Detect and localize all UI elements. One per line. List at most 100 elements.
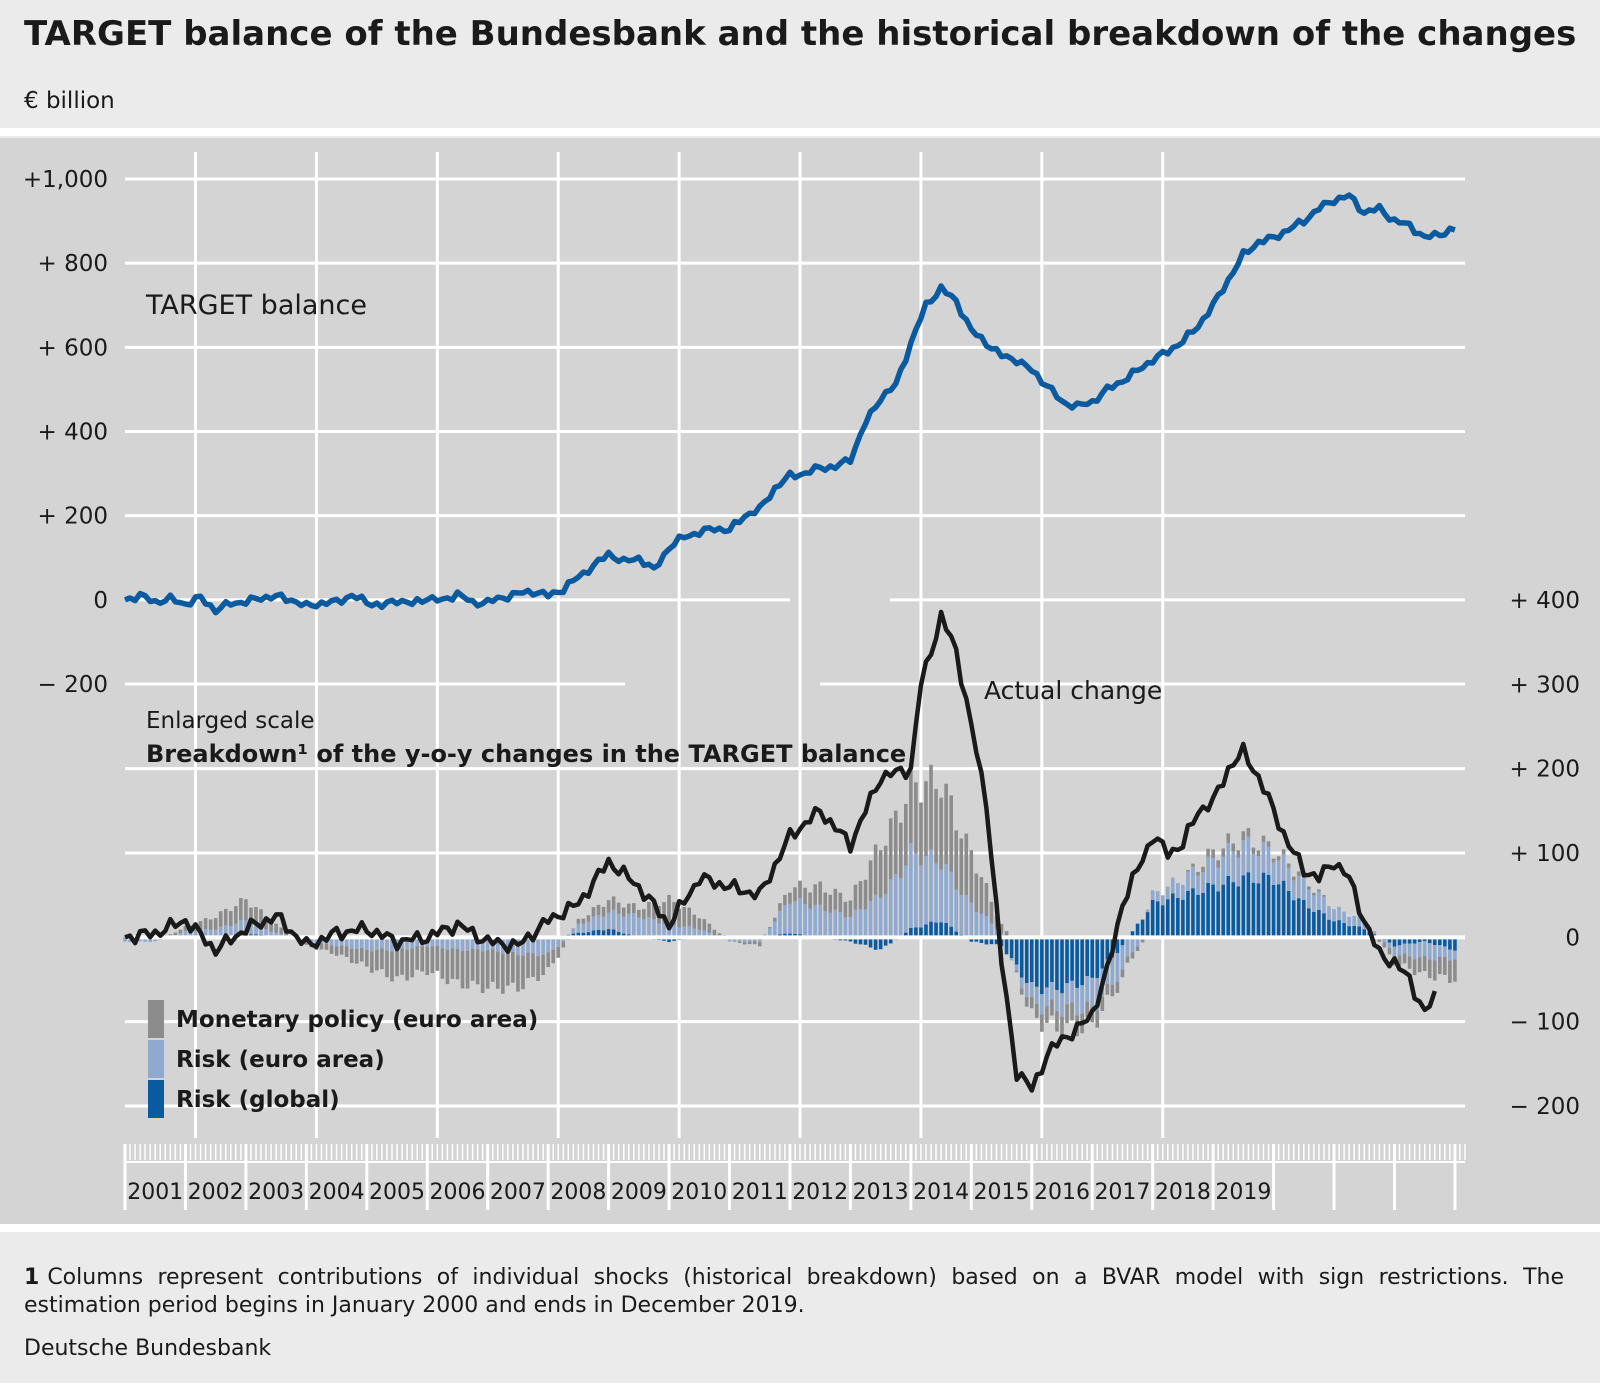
bar-risk-global (1191, 888, 1195, 938)
bar-risk-global (1276, 884, 1281, 938)
bar-monetary-policy (924, 781, 928, 857)
bar-monetary-policy (853, 884, 858, 910)
bar-risk-global (989, 937, 994, 945)
bar-risk-global (596, 929, 601, 938)
bar-risk-euro-area (929, 849, 933, 922)
bar-risk-euro-area (647, 917, 651, 938)
bar-risk-euro-area (1211, 858, 1215, 885)
bar-risk-global (929, 921, 933, 938)
bar-risk-global (909, 927, 913, 938)
bar-monetary-policy (259, 909, 263, 926)
bar-risk-euro-area (1191, 866, 1195, 889)
bar-monetary-policy (1024, 997, 1029, 1007)
bar-monetary-policy (334, 946, 339, 956)
bar-risk-global (1150, 899, 1155, 938)
bar-risk-global (1261, 872, 1266, 938)
bar-risk-euro-area (687, 926, 692, 938)
bar-risk-global (586, 932, 591, 938)
bar-monetary-policy (883, 845, 888, 895)
bar-risk-global (616, 931, 621, 938)
bar-risk-global (1347, 926, 1351, 938)
bar-risk-global (863, 937, 868, 945)
bar-risk-global (1407, 937, 1412, 944)
bar-risk-global (1342, 923, 1346, 938)
bar-risk-euro-area (1009, 957, 1014, 961)
bar-risk-euro-area (692, 928, 697, 938)
x-tick-label: 2003 (248, 1180, 304, 1205)
bar-risk-euro-area (1150, 890, 1155, 900)
bar-monetary-policy (339, 945, 344, 955)
bar-monetary-policy (395, 949, 399, 977)
bar-monetary-policy (687, 907, 692, 927)
bar-risk-euro-area (571, 929, 576, 934)
bar-monetary-policy (757, 941, 762, 947)
bar-risk-euro-area (768, 928, 772, 937)
bar-risk-euro-area (1040, 993, 1044, 1015)
bar-monetary-policy (1443, 956, 1447, 975)
bar-monetary-policy (1196, 871, 1200, 876)
bar-risk-global (1070, 937, 1074, 981)
bar-monetary-policy (1135, 946, 1140, 951)
bar-risk-euro-area (702, 930, 707, 938)
bar-monetary-policy (1226, 833, 1231, 843)
bar-monetary-policy (868, 860, 873, 902)
bar-monetary-policy (1070, 1002, 1074, 1021)
bar-risk-euro-area (223, 925, 228, 936)
bar-risk-euro-area (1160, 895, 1165, 906)
bar-monetary-policy (878, 850, 883, 898)
bar-risk-euro-area (707, 932, 712, 938)
bar-risk-euro-area (677, 927, 681, 938)
legend-label: Monetary policy (euro area) (176, 1007, 538, 1033)
bar-monetary-policy (1256, 850, 1261, 857)
bar-risk-global (1432, 937, 1437, 946)
source-label: Deutsche Bundesbank (24, 1336, 272, 1361)
bar-risk-euro-area (959, 895, 964, 935)
bar-risk-euro-area (480, 937, 485, 952)
bar-risk-euro-area (672, 925, 676, 938)
bar-monetary-policy (269, 922, 273, 932)
bar-monetary-policy (279, 927, 283, 935)
bar-monetary-policy (390, 951, 394, 982)
bar-monetary-policy (1266, 841, 1271, 847)
x-tick-label: 2011 (732, 1180, 788, 1205)
bar-monetary-policy (1100, 996, 1105, 1012)
bar-risk-global (1236, 886, 1241, 938)
bar-risk-global (1060, 937, 1064, 994)
bar-monetary-policy (1271, 858, 1276, 863)
bar-monetary-policy (833, 888, 838, 910)
bar-risk-global (1100, 937, 1105, 969)
bar-risk-euro-area (1347, 916, 1351, 927)
bar-monetary-policy (1125, 956, 1130, 963)
bar-risk-euro-area (1024, 983, 1029, 998)
bar-risk-euro-area (309, 937, 314, 943)
bar-monetary-policy (239, 898, 243, 921)
bar-risk-euro-area (838, 912, 843, 938)
bar-monetary-policy (1291, 876, 1296, 881)
bar-monetary-policy (904, 803, 908, 866)
bar-monetary-policy (919, 802, 923, 866)
bar-monetary-policy (828, 894, 833, 913)
bar-monetary-policy (898, 822, 903, 879)
bar-risk-global (1035, 937, 1039, 987)
bar-monetary-policy (1427, 959, 1432, 979)
bar-risk-euro-area (642, 919, 646, 938)
bar-monetary-policy (888, 818, 893, 880)
bar-monetary-policy (329, 945, 334, 954)
y-tick-label-left: + 400 (38, 420, 108, 446)
bar-risk-global (888, 937, 893, 944)
bar-monetary-policy (611, 896, 616, 910)
bar-risk-euro-area (1332, 909, 1336, 922)
bar-risk-euro-area (1322, 896, 1326, 914)
bar-monetary-policy (470, 948, 475, 981)
bar-risk-euro-area (380, 937, 384, 949)
bar-monetary-policy (183, 925, 188, 931)
bar-risk-euro-area (939, 869, 943, 923)
bar-risk-euro-area (989, 923, 994, 938)
bar-risk-global (1176, 898, 1180, 938)
bar-monetary-policy (234, 906, 238, 924)
bar-monetary-policy (1231, 843, 1236, 852)
bar-risk-euro-area (606, 912, 611, 930)
bar-risk-euro-area (1281, 853, 1286, 881)
bar-monetary-policy (344, 946, 349, 957)
bar-risk-euro-area (561, 937, 566, 942)
